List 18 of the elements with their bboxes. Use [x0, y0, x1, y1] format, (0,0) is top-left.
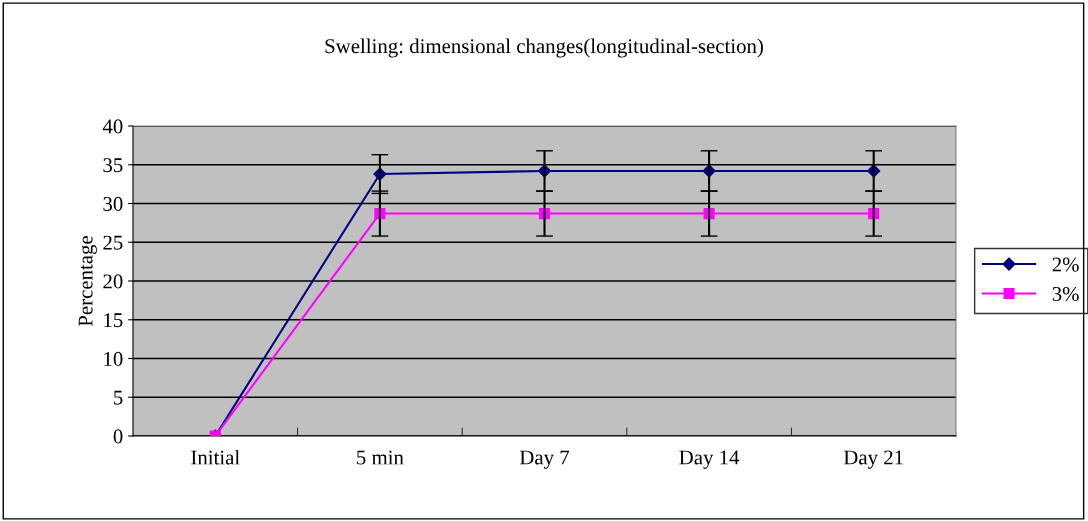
legend-label: 3%	[1052, 286, 1079, 302]
y-tick-label: 25	[103, 235, 123, 250]
y-tick-label: 5	[114, 390, 123, 405]
y-tick-label: 35	[103, 158, 123, 173]
x-tick-label: 5 min	[357, 450, 404, 465]
x-tick-label: Initial	[191, 449, 240, 465]
legend-label: 2%	[1052, 257, 1079, 272]
y-tick-label: 20	[103, 274, 123, 289]
x-tick-label: Day 7	[519, 450, 570, 469]
chart-title: Swelling: dimensional changes(longitudinal-section)	[325, 38, 763, 58]
y-tick-label: 15	[104, 313, 123, 328]
y-tick-label: 0	[113, 429, 123, 444]
y-tick-label: 10	[104, 351, 123, 366]
x-tick-label: Day 14	[679, 450, 740, 469]
y-tick-label: 30	[103, 196, 123, 211]
y-tick-label: 40	[102, 119, 123, 134]
y-axis-title: Percentage	[78, 236, 97, 327]
x-tick-label: Day 21	[843, 450, 903, 469]
